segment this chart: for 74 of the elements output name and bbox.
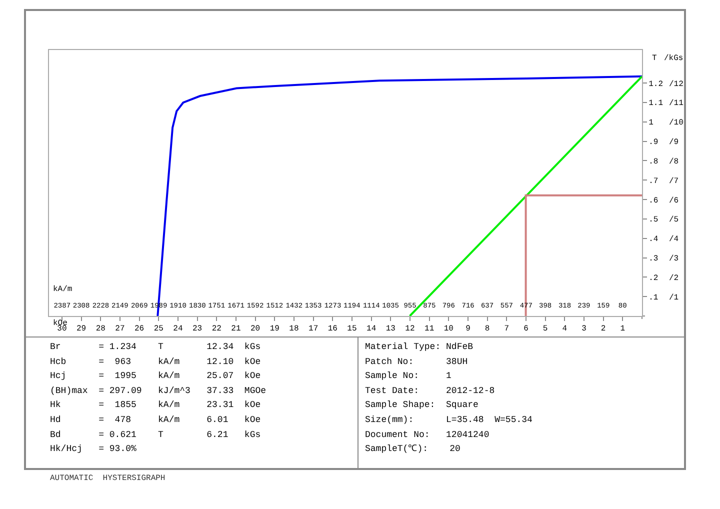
y2-tick-label: /7 xyxy=(669,176,679,186)
x-tick-label: 17 xyxy=(308,324,318,334)
y2-tick-label: /11 xyxy=(669,99,684,108)
x-tick-label: 12 xyxy=(405,324,415,334)
text: Document No: 12041240 xyxy=(365,430,490,440)
y-tick-label: .8 xyxy=(648,157,658,166)
text: AUTOMATIC HYSTERSIGRAPH xyxy=(50,474,166,483)
y2-axis-title: /kGs xyxy=(664,54,684,63)
y2-tick-label: /4 xyxy=(669,235,679,244)
y-tick-label: 1.2 xyxy=(648,80,664,89)
x-tick-label: 13 xyxy=(386,324,396,334)
y2-tick-label: /6 xyxy=(669,196,679,206)
text: SampleT(℃): 20 xyxy=(365,444,460,454)
x-tick-label: 7 xyxy=(504,324,510,334)
x-tick-label: 16 xyxy=(328,324,338,334)
text: Sample No: 1 xyxy=(365,371,452,381)
x-tick-label: 25 xyxy=(154,324,164,334)
y2-tick-label: /2 xyxy=(669,274,679,283)
x-tick-label: 20 xyxy=(250,324,260,334)
y-axis-title: T xyxy=(652,54,657,63)
x-tick-label: 18 xyxy=(289,324,299,334)
text: Hk/Hcj = 93.0% xyxy=(50,444,138,454)
y-tick-label: .4 xyxy=(648,235,658,244)
y-tick-label: 1 xyxy=(648,118,654,128)
y-tick-label: .3 xyxy=(648,254,658,264)
x-tick-label: 8 xyxy=(484,324,490,334)
x-tick-label: 29 xyxy=(76,324,86,334)
text: Sample Shape: Square xyxy=(365,400,478,410)
y2-tick-label: /12 xyxy=(669,80,684,89)
x-tick-label: 14 xyxy=(366,324,376,334)
x-tick-label: 4 xyxy=(562,324,568,334)
x-tick-label: 10 xyxy=(444,324,454,334)
text: Hcj = 1995 kA/m 25.07 kOe xyxy=(50,371,261,381)
text: Size(mm): L=35.48 W=55.34 xyxy=(365,415,532,425)
x2-axis-title: kA/m xyxy=(53,285,72,294)
x-tick-label: 2 xyxy=(600,324,606,334)
y-tick-label: .9 xyxy=(648,138,658,148)
x-tick-label: 28 xyxy=(96,324,106,334)
x-tick-label: 24 xyxy=(173,324,183,334)
x-tick-label: 19 xyxy=(270,324,280,334)
x-tick-label: 11 xyxy=(424,324,434,334)
text: Hcb = 963 kA/m 12.10 kOe xyxy=(50,357,261,367)
x-tick-label: 22 xyxy=(212,324,222,334)
text: (BH)max = 297.09 kJ/m^3 37.33 MGOe xyxy=(50,386,266,396)
y2-tick-label: /5 xyxy=(669,216,679,225)
x-tick-label: 1 xyxy=(620,324,626,334)
x-tick-label: 23 xyxy=(192,324,202,334)
y2-tick-label: /9 xyxy=(669,138,679,148)
x-tick-label: 15 xyxy=(347,324,357,334)
y2-tick-label: /10 xyxy=(669,118,684,128)
text: Hd = 478 kA/m 6.01 kOe xyxy=(50,415,261,425)
y-tick-label: 1.1 xyxy=(648,99,664,108)
y-tick-label: .5 xyxy=(648,216,658,225)
y2-tick-label: /8 xyxy=(669,157,679,166)
x-tick-label: 9 xyxy=(466,324,471,334)
x-tick-label: 6 xyxy=(524,324,529,334)
y-tick-label: .7 xyxy=(648,176,658,186)
y-tick-label: .6 xyxy=(648,196,658,206)
x-tick-label: 3 xyxy=(582,324,587,334)
y-tick-label: .2 xyxy=(648,274,658,283)
x-tick-label: 26 xyxy=(134,324,144,334)
y-tick-label: .1 xyxy=(648,293,658,302)
text: Patch No: 38UH xyxy=(365,357,468,367)
x-tick-label: 30 xyxy=(57,324,67,334)
text: Hk = 1855 kA/m 23.31 kOe xyxy=(50,400,261,410)
x-tick-label: 21 xyxy=(231,324,241,334)
text: Bd = 0.621 T 6.21 kGs xyxy=(50,430,261,440)
text: Material Type: NdFeB xyxy=(365,342,474,352)
text: Br = 1.234 T 12.34 kGs xyxy=(50,342,261,352)
y2-tick-label: /3 xyxy=(669,254,679,264)
x-tick-label: 27 xyxy=(115,324,125,334)
y2-tick-label: /1 xyxy=(669,293,679,302)
text: Test Date: 2012-12-8 xyxy=(365,386,495,396)
x-tick-label: 5 xyxy=(542,324,548,334)
